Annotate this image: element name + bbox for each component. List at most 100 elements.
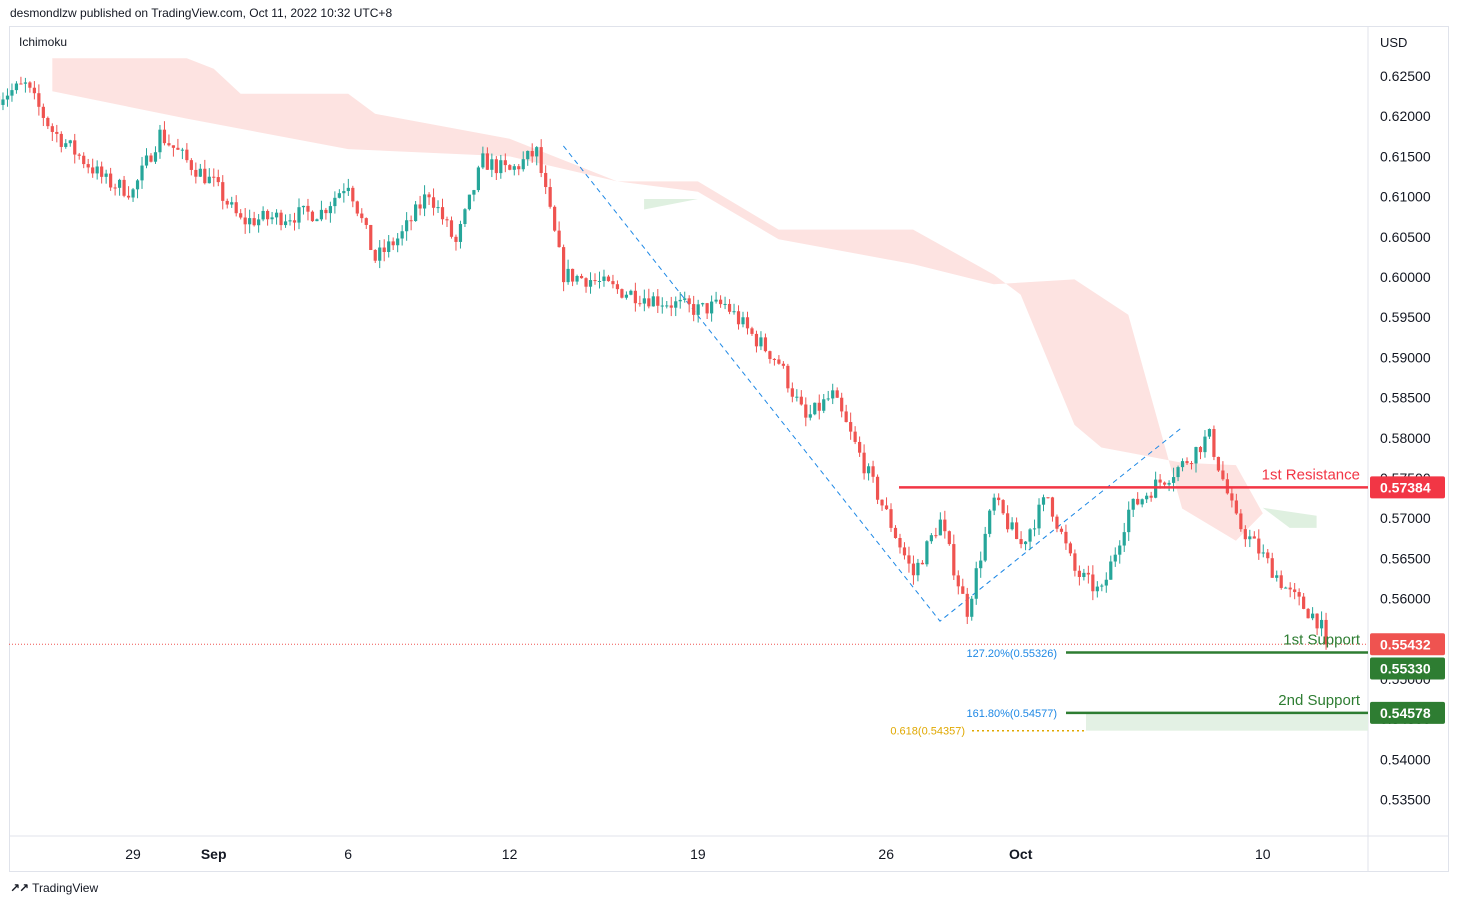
candle xyxy=(449,216,454,239)
candle xyxy=(252,211,256,227)
candle xyxy=(562,244,566,292)
y-tick-label: 0.57000 xyxy=(1380,510,1431,526)
candle xyxy=(710,295,714,322)
candle xyxy=(705,302,709,319)
candle xyxy=(723,296,727,310)
candle xyxy=(400,225,404,246)
candle xyxy=(301,205,306,215)
candle xyxy=(1266,548,1270,564)
candle xyxy=(588,272,593,294)
candle xyxy=(862,444,866,480)
candle xyxy=(1324,612,1328,650)
candle xyxy=(656,289,660,314)
candle xyxy=(91,158,95,178)
candle xyxy=(938,512,942,536)
candle xyxy=(1257,529,1261,560)
candle xyxy=(77,152,81,160)
candle xyxy=(512,164,516,176)
candle xyxy=(853,426,857,445)
candle xyxy=(140,156,144,189)
candle xyxy=(315,218,319,222)
candle xyxy=(387,235,391,258)
candle xyxy=(692,295,696,322)
candle xyxy=(741,311,745,328)
candle xyxy=(1127,501,1131,541)
candle xyxy=(1100,583,1104,592)
currency-label: USD xyxy=(1380,35,1408,50)
candle xyxy=(620,288,624,299)
candle xyxy=(266,209,270,226)
candle xyxy=(1234,493,1238,515)
candle xyxy=(100,161,104,184)
candle xyxy=(638,295,642,307)
candle xyxy=(804,397,808,427)
candle xyxy=(485,147,489,170)
candle xyxy=(889,503,893,532)
candle xyxy=(1059,526,1064,535)
candle xyxy=(777,355,781,365)
candle xyxy=(916,558,920,582)
candle xyxy=(257,214,261,233)
footer-logo-text: TradingView xyxy=(32,881,99,895)
candle xyxy=(328,201,332,223)
candle xyxy=(615,280,620,294)
candle xyxy=(1306,607,1310,619)
candle xyxy=(288,213,292,226)
candle xyxy=(216,169,220,187)
candle xyxy=(826,390,830,402)
candle xyxy=(1028,528,1032,550)
candle xyxy=(893,525,898,539)
candle xyxy=(472,189,476,202)
candle xyxy=(1230,486,1234,508)
fib-label: 0.618(0.54357) xyxy=(890,726,965,738)
support-resistance-levels: 1st Resistance 1st Support 2nd Support 127.… xyxy=(9,466,1368,738)
candle xyxy=(575,274,579,285)
candle xyxy=(1297,588,1301,606)
candle xyxy=(274,209,279,225)
candle xyxy=(1118,540,1122,564)
y-tick-label: 0.62500 xyxy=(1380,68,1431,84)
candle xyxy=(1176,465,1180,482)
candle xyxy=(1203,430,1207,458)
candle xyxy=(194,162,198,184)
candle xyxy=(714,291,718,304)
x-tick-label: Sep xyxy=(201,846,227,862)
candle xyxy=(983,526,987,563)
x-axis[interactable]: 29 Sep 6 12 19 26 Oct 10 xyxy=(125,846,1271,862)
indicator-label[interactable]: Ichimoku xyxy=(19,35,68,49)
candle xyxy=(5,88,10,107)
candle xyxy=(373,249,377,263)
candle xyxy=(144,148,149,169)
y-tick-label: 0.58000 xyxy=(1380,430,1431,446)
candle xyxy=(73,133,77,164)
candle xyxy=(943,510,947,539)
candle xyxy=(674,296,678,317)
candle xyxy=(1032,519,1037,537)
candle xyxy=(1302,593,1306,610)
candle xyxy=(1275,570,1279,582)
candle xyxy=(956,570,960,595)
candle xyxy=(436,200,440,213)
candle xyxy=(593,273,597,285)
candle xyxy=(1073,549,1077,577)
candle xyxy=(570,268,575,287)
candle xyxy=(750,326,754,336)
candle xyxy=(799,390,803,406)
candle xyxy=(647,288,651,309)
candle xyxy=(180,147,184,160)
x-tick-label: 19 xyxy=(690,846,706,862)
candle xyxy=(1086,565,1090,584)
candle xyxy=(1154,471,1158,499)
candle xyxy=(476,165,480,193)
svg-text:0.57384: 0.57384 xyxy=(1380,479,1431,495)
candle xyxy=(965,587,969,625)
candle xyxy=(1284,586,1288,589)
y-tick-label: 0.61000 xyxy=(1380,189,1431,205)
candle xyxy=(754,330,759,353)
candle xyxy=(875,474,880,505)
candle xyxy=(696,299,700,323)
y-axis[interactable]: 0.62500 0.62000 0.61500 0.61000 0.60500 0.600… xyxy=(1370,68,1445,808)
candle xyxy=(633,282,637,312)
candle xyxy=(427,192,431,205)
